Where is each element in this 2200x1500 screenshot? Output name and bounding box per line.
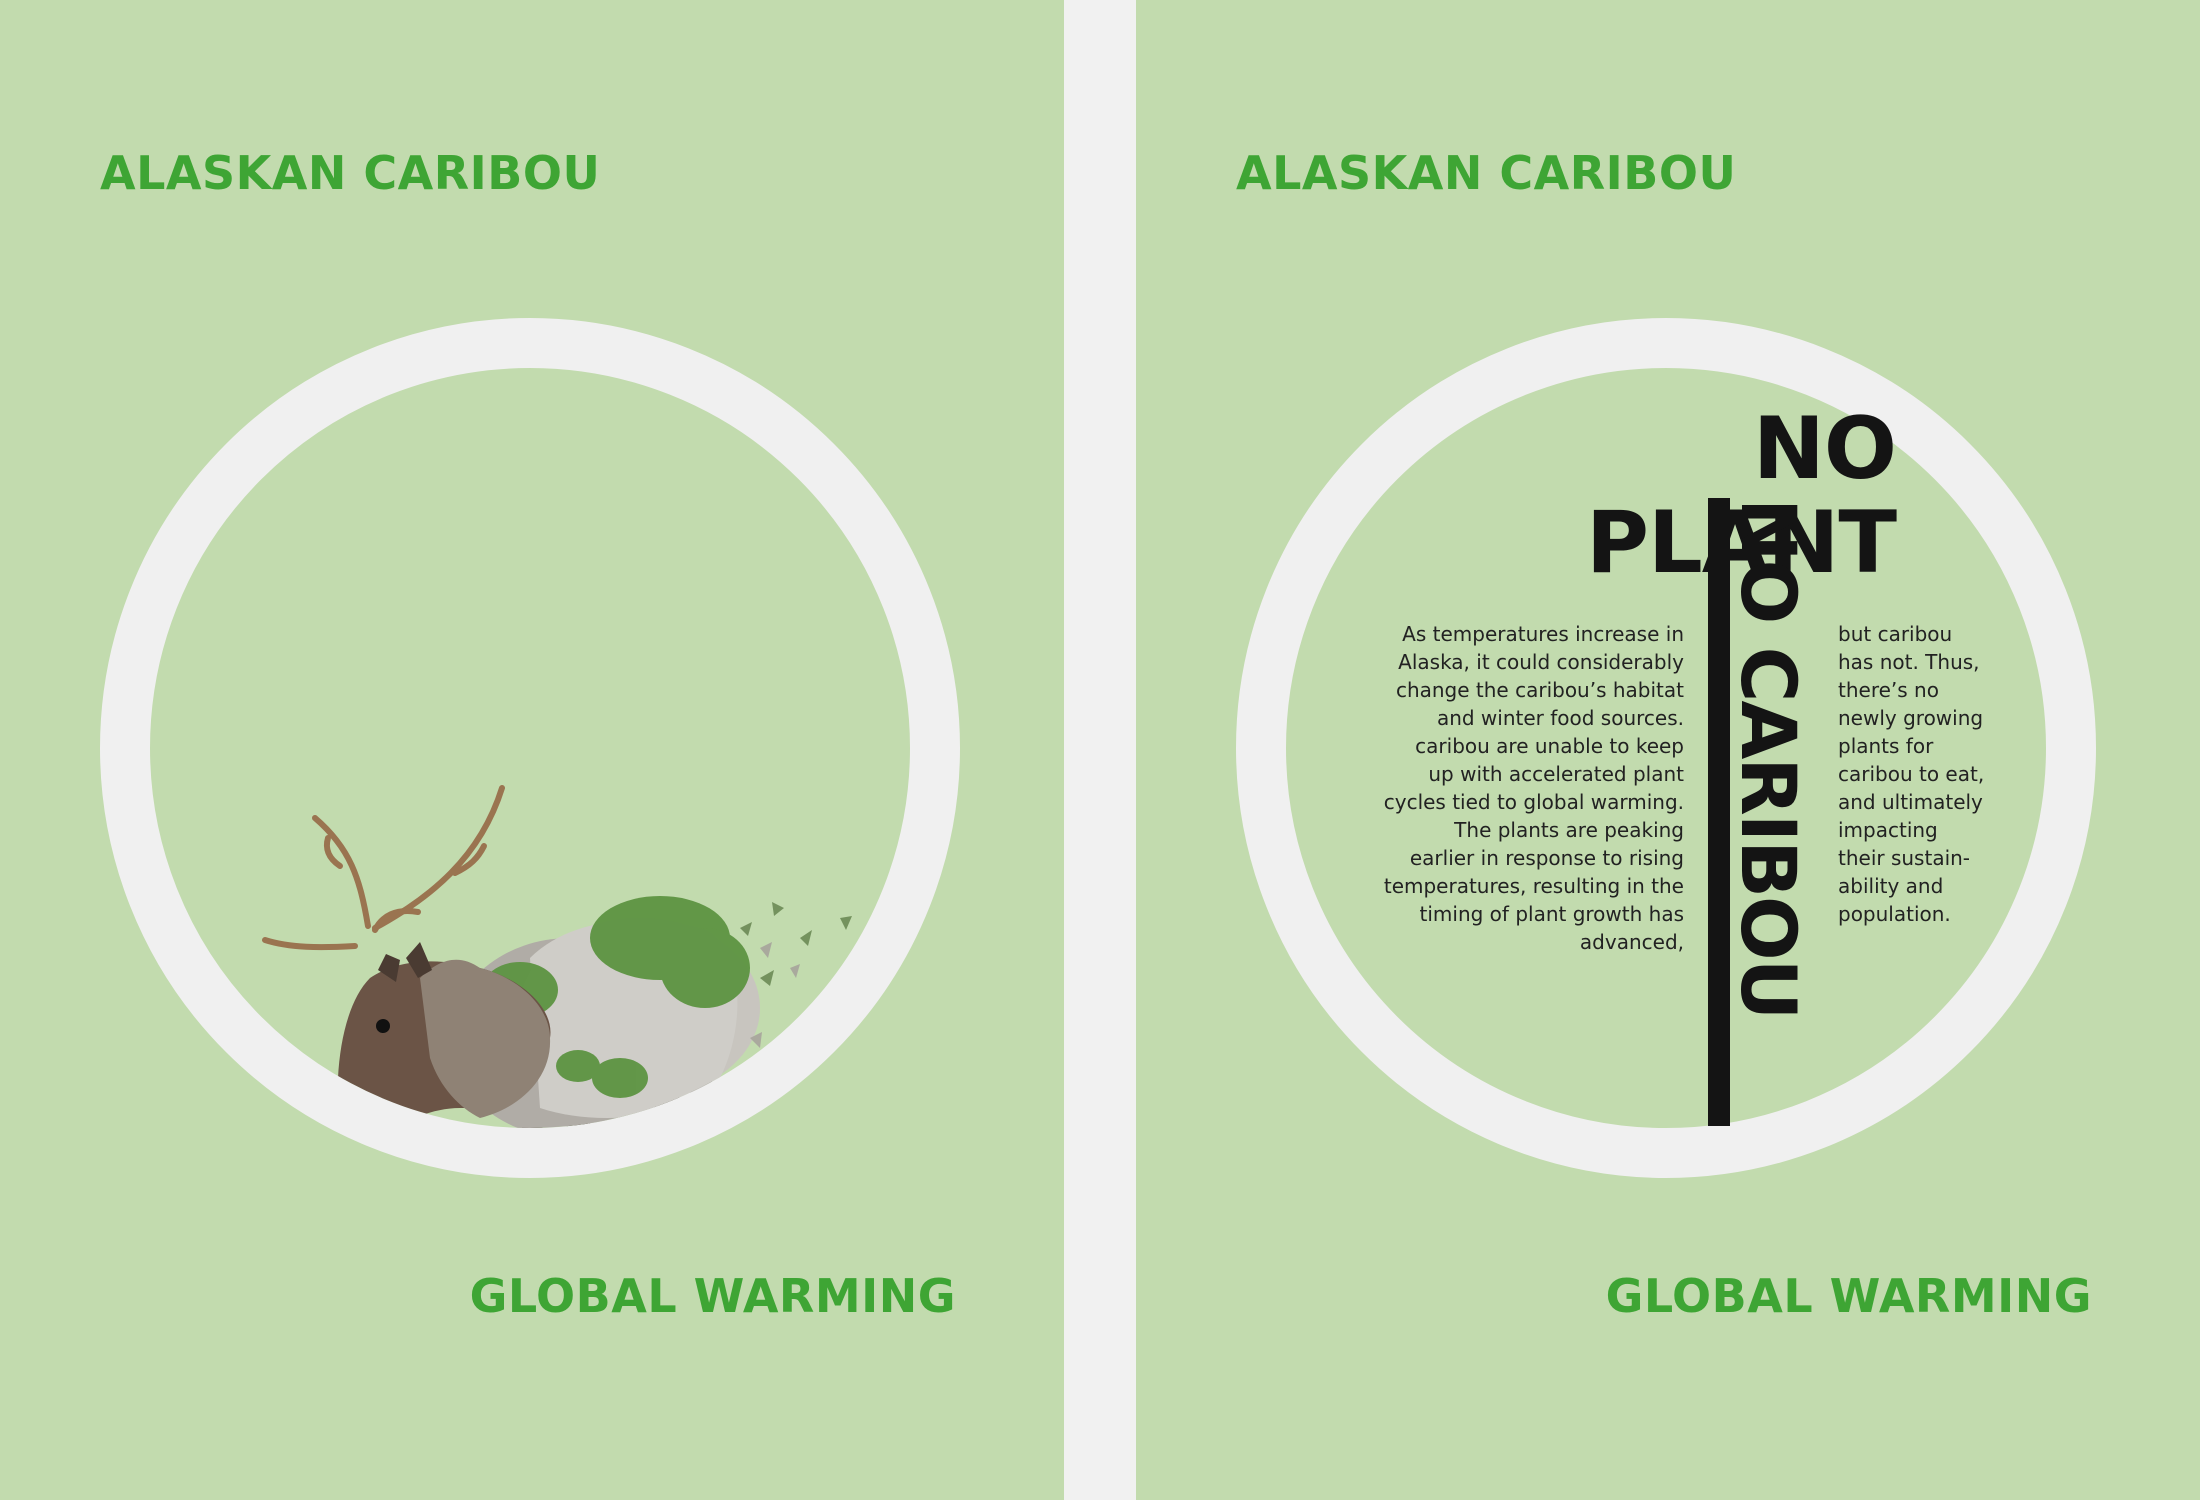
body-line: population. xyxy=(1838,902,1951,926)
title-global-warming: GLOBAL WARMING xyxy=(1605,1269,2092,1323)
body-line: caribou are unable to keep xyxy=(1415,734,1684,758)
headline-no-caribou: NO CARIBOU xyxy=(1724,498,1813,1019)
body-line: and ultimately xyxy=(1838,790,1983,814)
body-line: up with accelerated plant xyxy=(1428,762,1684,786)
body-line: their sustain- xyxy=(1838,846,1971,870)
body-line: caribou to eat, xyxy=(1838,762,1985,786)
title-alaskan-caribou: ALASKAN CARIBOU xyxy=(100,146,601,200)
headline-no: NO xyxy=(1752,399,1897,499)
poster-right: ALASKAN CARIBOU NO PLANT NO CARIBOU As t… xyxy=(1136,0,2200,1500)
body-line: impacting xyxy=(1838,818,1938,842)
body-line: newly growing xyxy=(1838,706,1984,730)
body-line: change the caribou’s habitat xyxy=(1395,678,1684,702)
body-line: but caribou xyxy=(1838,622,1953,646)
body-line: timing of plant growth has xyxy=(1419,902,1684,926)
body-line: As temperatures increase in xyxy=(1402,622,1684,646)
body-line: and winter food sources. xyxy=(1436,706,1684,730)
circle-frame xyxy=(100,318,960,1178)
title-alaskan-caribou: ALASKAN CARIBOU xyxy=(1236,146,1737,200)
title-global-warming: GLOBAL WARMING xyxy=(469,1269,956,1323)
body-line: advanced, xyxy=(1579,930,1684,954)
body-line: ability and xyxy=(1838,874,1944,898)
body-line: has not. Thus, xyxy=(1838,650,1980,674)
dispersing-caribou-icon xyxy=(262,785,910,1128)
page-gutter xyxy=(1064,0,1136,1500)
body-line: The plants are peaking xyxy=(1454,818,1684,842)
headline-plant: PLANT xyxy=(1585,493,1897,593)
body-text-left: As temperatures increase in Alaska, it c… xyxy=(1324,620,1684,956)
body-text-right: but caribou has not. Thus, there’s no ne… xyxy=(1838,620,2008,928)
body-line: temperatures, resulting in the xyxy=(1383,874,1684,898)
body-line: cycles tied to global warming. xyxy=(1383,790,1684,814)
body-line: earlier in response to rising xyxy=(1409,846,1684,870)
body-line: Alaska, it could considerably xyxy=(1398,650,1684,674)
body-line: there’s no xyxy=(1838,678,1939,702)
headline-no-plant: NO PLANT xyxy=(1585,399,1897,593)
vertical-bar xyxy=(1708,498,1730,1126)
poster-left: ALASKAN CARIBOU xyxy=(0,0,1064,1500)
body-line: plants for xyxy=(1838,734,1934,758)
